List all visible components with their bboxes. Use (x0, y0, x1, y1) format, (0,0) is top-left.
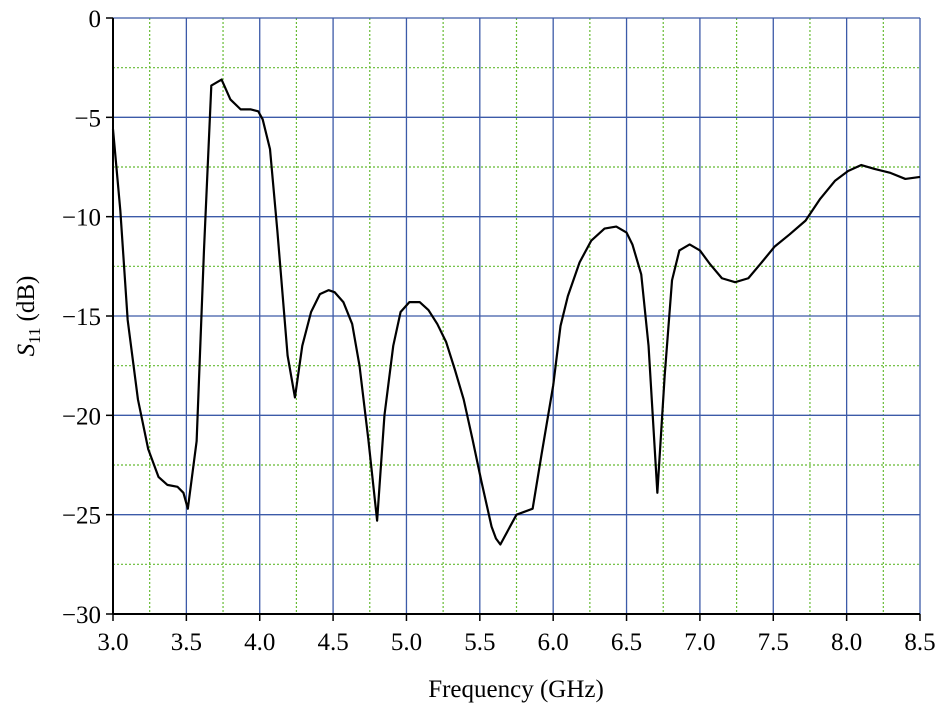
x-tick-label: 5.0 (391, 629, 422, 656)
x-tick-label: 4.0 (244, 629, 275, 656)
x-tick-label: 3.0 (97, 629, 128, 656)
y-tick-label: −30 (62, 602, 101, 629)
y-tick-label: −20 (62, 403, 101, 430)
x-axis-label: Frequency (GHz) (428, 676, 604, 703)
data-line (111, 78, 921, 546)
x-tick-label: 3.5 (171, 629, 202, 656)
y-tick-label: −15 (62, 304, 101, 331)
y-tick-label: −25 (62, 503, 101, 530)
y-tick-label: −10 (62, 205, 101, 232)
x-tick-label: 6.5 (611, 629, 642, 656)
x-tick-label: 4.5 (317, 629, 348, 656)
y-label-unit: (dB) (13, 276, 40, 322)
x-tick-label: 8.0 (831, 629, 862, 656)
x-tick-label: 8.5 (904, 629, 935, 656)
x-tick-label: 5.5 (464, 629, 495, 656)
y-tick-label: 0 (89, 6, 102, 33)
x-tick-label: 7.5 (758, 629, 789, 656)
y-label-symbol: S (13, 343, 40, 356)
y-label-subscript: 11 (25, 327, 44, 343)
y-tick-label: −5 (74, 105, 101, 132)
x-tick-label: 6.0 (538, 629, 569, 656)
x-tick-label: 7.0 (684, 629, 715, 656)
y-axis-label: S11 (dB) (13, 276, 44, 357)
